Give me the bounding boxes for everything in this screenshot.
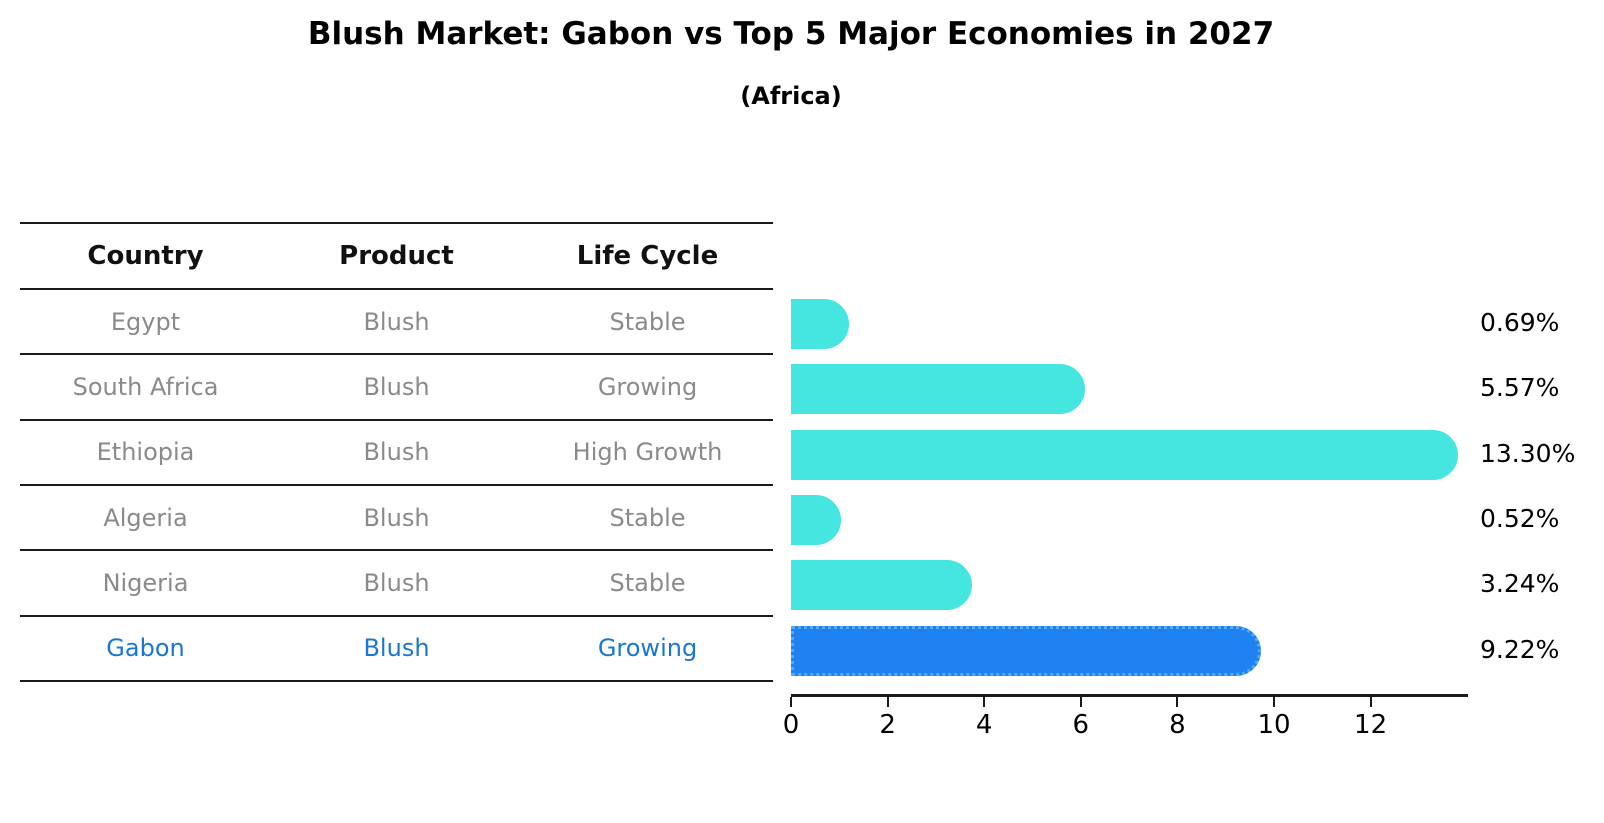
table-row-egypt: Egypt Blush Stable xyxy=(20,290,773,356)
x-axis-tick-0 xyxy=(790,697,792,707)
cell-country: Algeria xyxy=(103,503,188,532)
table-row-ethiopia: Ethiopia Blush High Growth xyxy=(20,421,773,486)
x-axis-tick-label-8: 8 xyxy=(1169,710,1186,740)
cell-life-cycle: Growing xyxy=(597,372,698,401)
cell-life-cycle: High Growth xyxy=(572,438,723,467)
column-header-country: Country xyxy=(87,241,204,271)
cell-life-cycle: Stable xyxy=(609,568,686,597)
value-label-algeria: 0.52% xyxy=(1480,504,1560,534)
column-header-product: Product xyxy=(339,241,454,271)
value-label-south-africa: 5.57% xyxy=(1480,373,1560,403)
cell-life-cycle: Stable xyxy=(609,503,686,532)
chart-title: Blush Market: Gabon vs Top 5 Major Econo… xyxy=(307,16,1275,52)
table-row-south-africa: South Africa Blush Growing xyxy=(20,355,773,421)
x-axis-tick-label-12: 12 xyxy=(1354,710,1388,740)
x-axis-tick-label-6: 6 xyxy=(1072,710,1090,740)
bar-chart-plot-area xyxy=(791,290,1501,682)
cell-product: Blush xyxy=(363,634,430,663)
x-axis-tick-label-10: 10 xyxy=(1257,710,1291,740)
bar-algeria xyxy=(791,494,842,545)
bar-ethiopia xyxy=(791,429,1459,480)
x-axis-tick-4 xyxy=(983,697,986,707)
table-body: Egypt Blush Stable South Africa Blush Growing… xyxy=(20,290,773,682)
cell-life-cycle: Stable xyxy=(609,307,686,336)
cell-country: Gabon xyxy=(106,634,185,663)
cell-country: South Africa xyxy=(72,372,219,401)
cell-product: Blush xyxy=(363,503,430,532)
cell-country: Egypt xyxy=(110,307,181,336)
x-axis-tick-6 xyxy=(1079,697,1082,707)
x-axis-tick-10 xyxy=(1273,697,1275,707)
table-row-gabon: Gabon Blush Growing xyxy=(20,617,773,682)
chart-subtitle: (Africa) xyxy=(740,82,842,110)
cell-product: Blush xyxy=(363,372,430,401)
bar-gabon xyxy=(791,625,1262,676)
bar-south-africa xyxy=(791,364,1086,415)
cell-country: Nigeria xyxy=(102,568,189,597)
cell-product: Blush xyxy=(363,438,430,467)
x-axis-line xyxy=(791,694,1468,697)
bar-nigeria xyxy=(791,560,973,611)
value-label-nigeria: 3.24% xyxy=(1480,569,1560,599)
table-row-algeria: Algeria Blush Stable xyxy=(20,486,773,552)
x-axis-tick-8 xyxy=(1176,697,1179,707)
column-header-life-cycle: Life Cycle xyxy=(576,241,719,271)
x-axis-tick-12 xyxy=(1369,697,1372,707)
cell-life-cycle: Growing xyxy=(597,634,698,663)
x-axis-tick-label-4: 4 xyxy=(975,710,993,740)
cell-product: Blush xyxy=(363,568,430,597)
value-label-ethiopia: 13.30% xyxy=(1480,438,1576,468)
value-label-gabon: 9.22% xyxy=(1480,634,1560,664)
data-table: Country Product Life Cycle Egypt Blush Stabl… xyxy=(20,222,773,682)
table-header-row: Country Product Life Cycle xyxy=(20,222,773,290)
x-axis-tick-label-2: 2 xyxy=(879,710,896,740)
value-label-egypt: 0.69% xyxy=(1480,308,1560,338)
bar-egypt xyxy=(791,299,850,349)
cell-product: Blush xyxy=(363,307,430,336)
x-axis: 0 2 4 6 8 10 12 xyxy=(783,694,1481,754)
x-axis-tick-label-0: 0 xyxy=(782,710,800,740)
table-row-nigeria: Nigeria Blush Stable xyxy=(20,551,773,617)
cell-country: Ethiopia xyxy=(96,438,195,467)
x-axis-tick-2 xyxy=(886,697,889,707)
value-label-column: 0.69% 5.57% 13.30% 0.52% 3.24% 9.22% xyxy=(1480,290,1604,682)
